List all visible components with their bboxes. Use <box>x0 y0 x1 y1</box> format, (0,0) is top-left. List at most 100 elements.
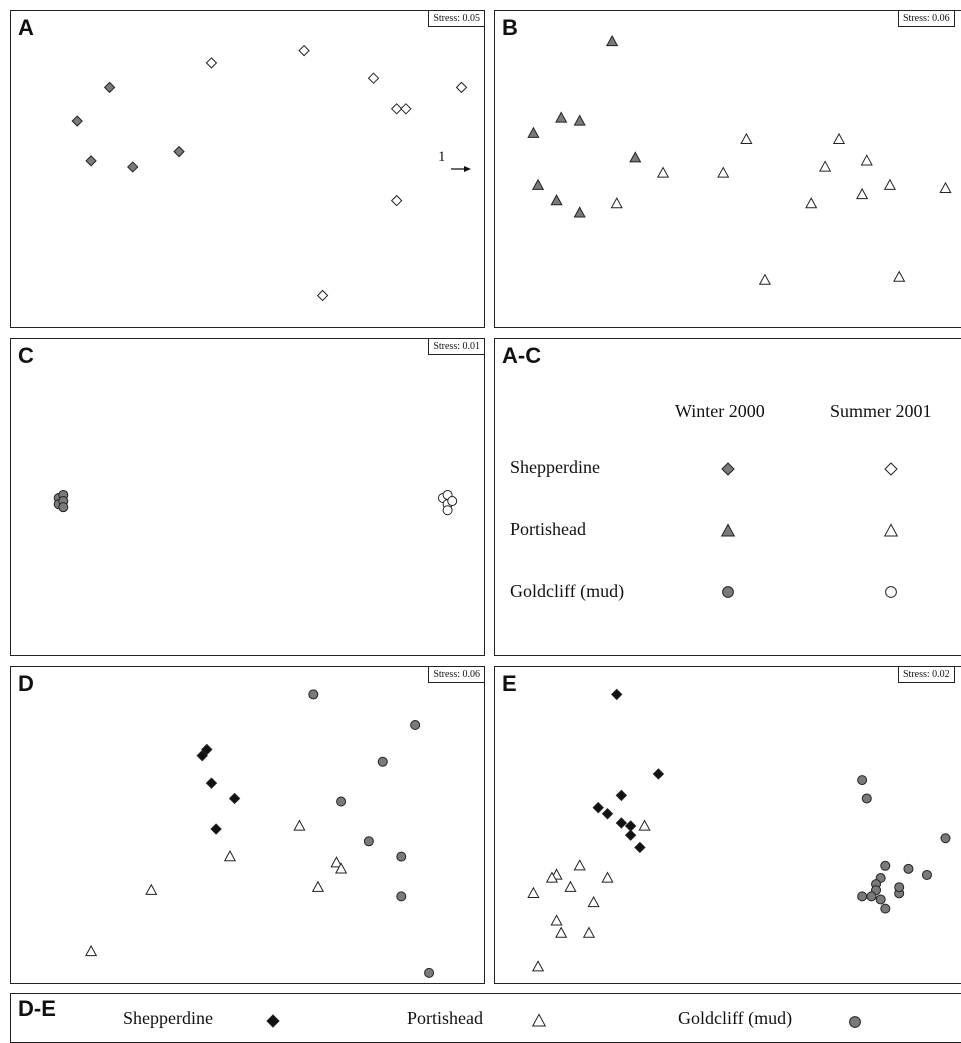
point-a-shepperdine-1-7 <box>316 289 329 302</box>
point-e-shepperdine-0-4 <box>601 808 614 820</box>
panel-c-plot <box>53 489 458 516</box>
legend-de-shepperdine-diamond-icon <box>266 1014 280 1028</box>
point-d-portishead-1-5 <box>335 862 348 874</box>
point-e-goldcliff-mud-2-9 <box>866 891 877 902</box>
point-b-portishead-1-4 <box>819 160 832 172</box>
point-d-portishead-1-1 <box>145 883 158 895</box>
point-e-portishead-1-0 <box>638 819 651 831</box>
panel-d-stress: Stress: 0.06 <box>428 667 484 683</box>
point-e-goldcliff-mud-2-3 <box>880 860 891 871</box>
point-e-shepperdine-0-8 <box>634 841 646 854</box>
point-a-shepperdine-1-6 <box>390 194 403 207</box>
point-e-shepperdine-0-0 <box>611 688 623 701</box>
point-e-goldcliff-mud-2-2 <box>940 833 951 844</box>
point-e-goldcliff-mud-2-4 <box>903 863 914 874</box>
point-d-portishead-1-4 <box>330 856 343 868</box>
point-a-shepperdine-1-5 <box>455 81 468 94</box>
panel-d: D Stress: 0.06 <box>10 666 485 984</box>
legend-ac-winter-circle-icon <box>722 586 734 598</box>
point-d-shepperdine-0-2 <box>205 777 218 789</box>
point-c-goldcliff-mud-1-3 <box>447 496 458 507</box>
point-d-goldcliff-mud-2-6 <box>396 891 407 902</box>
panel-c-label: C <box>18 343 34 368</box>
legend-ac-winter-triangle-icon <box>720 523 736 537</box>
panel-e-stress: Stress: 0.02 <box>898 667 955 683</box>
point-b-portishead-0-5 <box>550 194 563 206</box>
point-a-shepperdine-0-0 <box>71 115 83 127</box>
point-b-portishead-0-6 <box>573 206 586 218</box>
legend-ac-summer-diamond-icon <box>884 462 898 476</box>
panel-b: B Stress: 0.06 <box>494 10 961 328</box>
point-e-shepperdine-0-3 <box>592 801 604 814</box>
panel-e-plot <box>527 688 951 972</box>
legend-ac-symbols <box>720 462 899 598</box>
point-c-goldcliff-mud-1-4 <box>442 505 453 516</box>
point-e-goldcliff-mud-2-10 <box>875 894 886 905</box>
legend-de-label: D-E <box>18 996 56 1021</box>
point-e-portishead-1-1 <box>573 859 586 871</box>
point-d-goldcliff-mud-2-7 <box>424 967 435 978</box>
point-c-goldcliff-mud-0-4 <box>58 502 69 513</box>
panel-d-label: D <box>18 671 34 696</box>
point-e-portishead-1-9 <box>555 926 568 938</box>
legend-de-goldcliff-circle-icon <box>849 1016 861 1028</box>
point-d-goldcliff-mud-2-4 <box>363 836 374 847</box>
point-a-shepperdine-1-0 <box>205 57 218 69</box>
point-b-portishead-1-3 <box>740 132 753 145</box>
point-d-shepperdine-0-1 <box>201 743 213 756</box>
legend-de-goldcliff: Goldcliff (mud) <box>678 1008 793 1028</box>
point-b-portishead-1-11 <box>939 181 952 193</box>
point-a-shepperdine-0-4 <box>173 145 185 158</box>
point-e-portishead-1-6 <box>601 871 614 883</box>
point-e-portishead-1-2 <box>564 880 577 892</box>
point-d-goldcliff-mud-2-3 <box>336 796 347 807</box>
point-e-portishead-1-5 <box>527 886 540 898</box>
legend-ac-summer-triangle-icon <box>883 523 899 537</box>
point-e-shepperdine-0-2 <box>615 789 628 802</box>
panel-e-label: E <box>502 671 517 696</box>
point-e-portishead-1-11 <box>531 960 545 972</box>
point-d-portishead-1-6 <box>311 880 325 892</box>
panel-c-stress: Stress: 0.01 <box>428 339 484 355</box>
panel-d-plot <box>84 689 435 978</box>
panel-e: E Stress: 0.02 <box>494 666 961 984</box>
legend-ac-col-summer: Summer 2001 <box>830 401 932 421</box>
point-b-portishead-0-1 <box>555 111 568 123</box>
legend-ac-panel: A-C Winter 2000 Summer 2001 Shepperdine … <box>494 338 961 656</box>
point-b-portishead-0-0 <box>606 34 619 47</box>
point-a-shepperdine-1-1 <box>298 44 310 57</box>
legend-ac-col-winter: Winter 2000 <box>675 401 765 421</box>
point-a-shepperdine-1-3 <box>390 103 403 115</box>
legend-de-symbols <box>266 1013 861 1028</box>
legend-de-portishead-triangle-icon <box>531 1013 547 1027</box>
point-e-goldcliff-mud-2-0 <box>857 775 868 786</box>
legend-de-portishead: Portishead <box>407 1008 483 1028</box>
point-a-shepperdine-1-2 <box>367 72 380 84</box>
point-e-portishead-1-7 <box>587 895 600 908</box>
point-d-shepperdine-0-0 <box>196 749 208 762</box>
point-d-goldcliff-mud-2-0 <box>308 689 319 700</box>
point-e-goldcliff-mud-2-1 <box>861 793 872 804</box>
point-a-shepperdine-1-4 <box>400 103 412 115</box>
legend-de-panel: D-E Shepperdine Portishead Goldcliff (mu… <box>10 993 961 1043</box>
point-e-portishead-1-4 <box>545 871 559 883</box>
legend-ac-winter-diamond-icon <box>721 462 735 476</box>
point-d-goldcliff-mud-2-2 <box>377 756 388 767</box>
point-a-shepperdine-0-3 <box>127 161 139 173</box>
point-b-portishead-1-5 <box>832 132 846 145</box>
legend-ac-summer-circle-icon <box>885 586 897 598</box>
point-e-goldcliff-mud-2-11 <box>880 903 891 914</box>
point-a-shepperdine-0-1 <box>103 81 116 94</box>
point-e-shepperdine-0-7 <box>624 829 637 841</box>
panel-b-label: B <box>502 15 518 40</box>
panel-a-label: A <box>18 15 34 40</box>
point-e-shepperdine-0-1 <box>652 768 665 780</box>
point-a-shepperdine-0-2 <box>85 155 97 167</box>
legend-ac-row-shepperdine: Shepperdine <box>510 457 600 477</box>
point-d-portishead-1-0 <box>84 944 98 957</box>
panel-a-plot: 1 <box>71 44 471 302</box>
point-d-portishead-1-3 <box>293 819 306 831</box>
point-b-portishead-1-7 <box>805 197 818 209</box>
point-e-portishead-1-10 <box>582 926 596 938</box>
point-d-shepperdine-0-4 <box>210 823 222 835</box>
